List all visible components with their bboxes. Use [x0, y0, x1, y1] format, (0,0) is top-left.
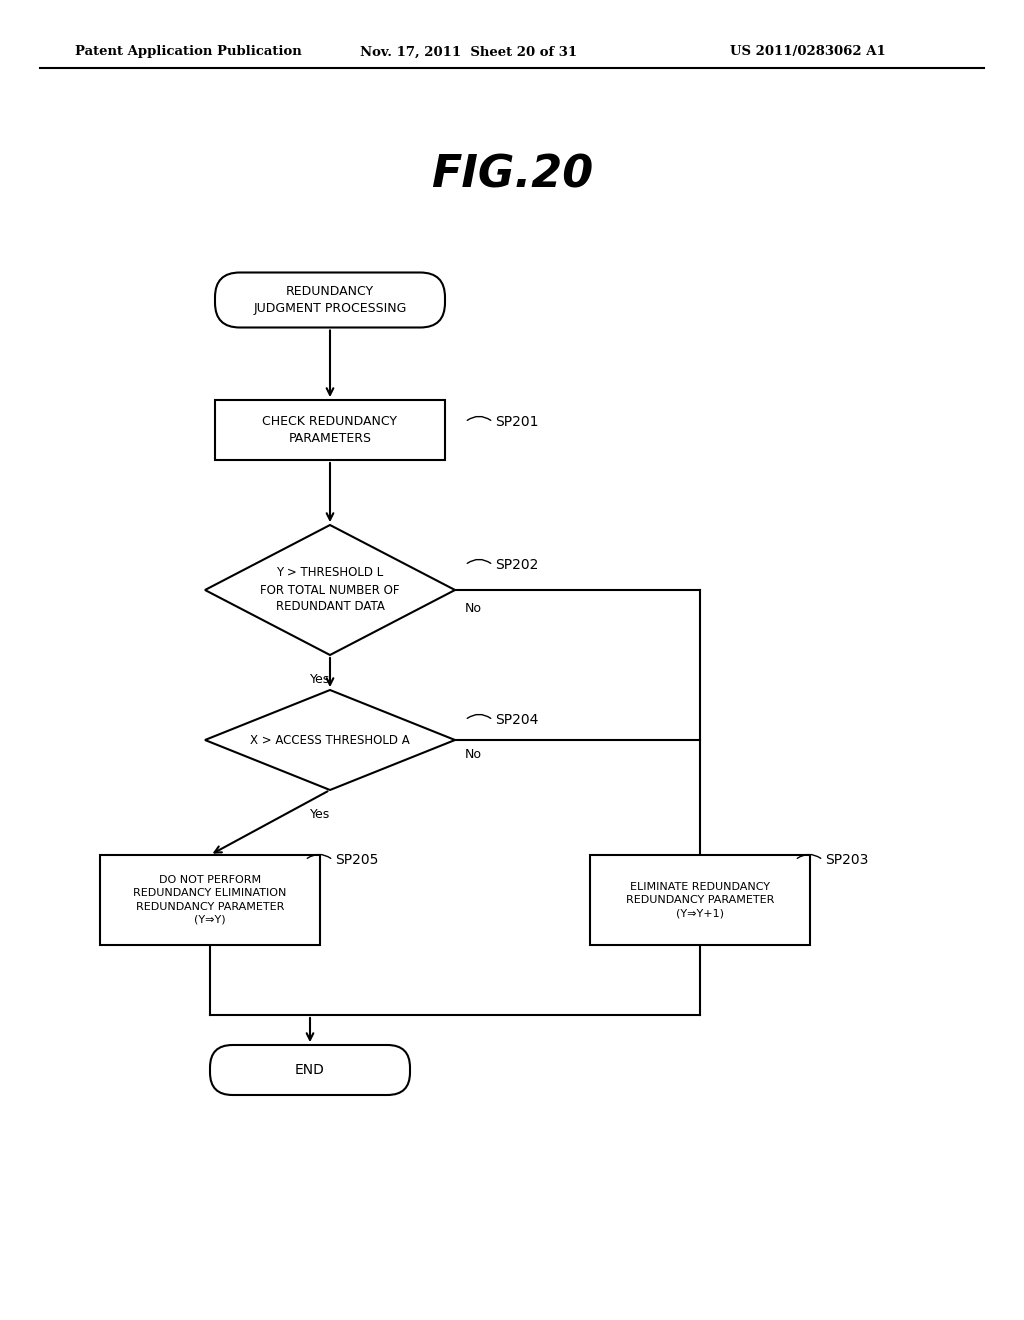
- Text: US 2011/0283062 A1: US 2011/0283062 A1: [730, 45, 886, 58]
- Text: SP205: SP205: [335, 853, 379, 867]
- Text: CHECK REDUNDANCY
PARAMETERS: CHECK REDUNDANCY PARAMETERS: [262, 414, 397, 445]
- Text: SP201: SP201: [495, 414, 539, 429]
- Bar: [590, 855, 810, 945]
- Text: No: No: [465, 602, 482, 615]
- Text: Yes: Yes: [310, 808, 330, 821]
- Text: Nov. 17, 2011  Sheet 20 of 31: Nov. 17, 2011 Sheet 20 of 31: [360, 45, 578, 58]
- Text: Patent Application Publication: Patent Application Publication: [75, 45, 302, 58]
- Text: REDUNDANCY
JUDGMENT PROCESSING: REDUNDANCY JUDGMENT PROCESSING: [253, 285, 407, 315]
- Text: Y > THRESHOLD L
FOR TOTAL NUMBER OF
REDUNDANT DATA: Y > THRESHOLD L FOR TOTAL NUMBER OF REDU…: [260, 566, 399, 614]
- FancyBboxPatch shape: [210, 1045, 410, 1096]
- Text: Yes: Yes: [310, 673, 330, 686]
- Text: X > ACCESS THRESHOLD A: X > ACCESS THRESHOLD A: [250, 734, 410, 747]
- Text: ELIMINATE REDUNDANCY
REDUNDANCY PARAMETER
(Y⇒Y+1): ELIMINATE REDUNDANCY REDUNDANCY PARAMETE…: [626, 882, 774, 919]
- FancyBboxPatch shape: [215, 272, 445, 327]
- Polygon shape: [205, 690, 455, 789]
- Bar: [215, 400, 445, 459]
- Text: FIG.20: FIG.20: [431, 153, 593, 197]
- Polygon shape: [205, 525, 455, 655]
- Text: END: END: [295, 1063, 325, 1077]
- Text: SP204: SP204: [495, 713, 539, 727]
- Bar: [100, 855, 319, 945]
- Text: No: No: [465, 748, 482, 762]
- Text: SP202: SP202: [495, 558, 539, 572]
- Text: DO NOT PERFORM
REDUNDANCY ELIMINATION
REDUNDANCY PARAMETER
(Y⇒Y): DO NOT PERFORM REDUNDANCY ELIMINATION RE…: [133, 875, 287, 925]
- Text: SP203: SP203: [825, 853, 868, 867]
